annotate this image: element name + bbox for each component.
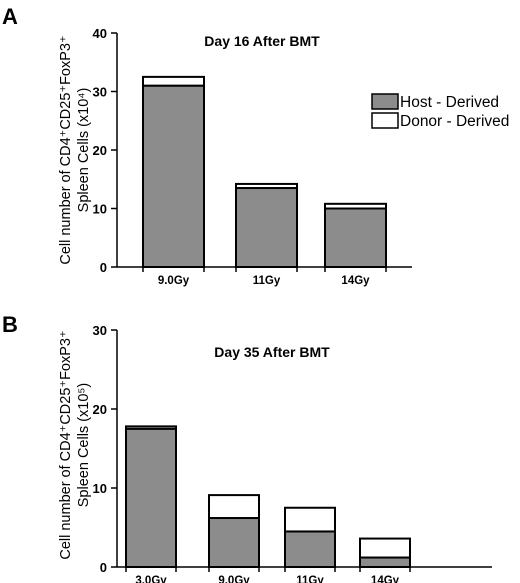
panel-b-plot: 0 10 20 30 3.0Gy 9.0Gy 11Gy 14Gy	[93, 323, 492, 583]
legend-host-label: Host - Derived	[400, 94, 499, 111]
panel-a-letter: A	[2, 4, 18, 29]
panel-a-bar-host	[235, 187, 298, 268]
panel-b-bar-host	[359, 556, 411, 569]
panel-b-y-tick-label: 10	[93, 481, 107, 496]
panel-b-bar-host	[284, 530, 336, 569]
panel-b-bar-host	[125, 427, 177, 568]
legend-donor-label: Donor - Derived	[400, 113, 509, 130]
panel-a-title: Day 16 After BMT	[204, 33, 320, 49]
panel-a-y-tick-label: 0	[100, 260, 107, 275]
panel-a-bar-donor	[324, 202, 387, 210]
panel-a-ylabel-line1: Cell number of CD4⁺CD25⁺FoxP3⁺	[58, 35, 74, 264]
panel-a-y-tick-label: 10	[93, 202, 107, 217]
panel-b-title: Day 35 After BMT	[214, 344, 330, 360]
panel-a-category-label: 11Gy	[253, 275, 281, 287]
panel-a-bar-donor	[235, 182, 298, 190]
panel-a-bar-host	[324, 207, 387, 268]
panel-a-y-tick-label: 30	[93, 85, 107, 100]
panel-b-bar-donor	[359, 537, 411, 559]
panel-b-ylabel-line1: Cell number of CD4⁺CD25⁺FoxP3⁺	[58, 330, 74, 559]
panel-b-bar-donor	[208, 494, 260, 520]
panel-b-y-tick-label: 30	[93, 323, 107, 338]
panel-a-plot: 0 10 20 30 40 9.0Gy 11Gy 14Gy	[93, 26, 412, 287]
legend-donor-swatch	[371, 112, 399, 129]
panel-a-bar-host	[142, 84, 205, 269]
panel-a-y-tick-label: 40	[93, 26, 107, 41]
panel-b-category-label: 11Gy	[296, 575, 324, 583]
panel-b-y-tick-label: 0	[100, 560, 107, 575]
panel-b-y-tick-label: 20	[93, 402, 107, 417]
panel-b-bar-host	[208, 517, 260, 569]
panel-a-category-label: 14Gy	[341, 275, 370, 287]
panel-b-bar-donor	[284, 506, 336, 533]
legend-host-swatch	[371, 93, 399, 110]
panel-a-category-label: 9.0Gy	[158, 275, 190, 287]
panel-b-bar-donor	[125, 425, 177, 430]
panel-b-category-label: 9.0Gy	[218, 575, 250, 583]
panel-a-bar-donor	[142, 75, 205, 87]
panel-b-category-label: 14Gy	[371, 575, 400, 583]
panel-a-ylabel: Cell number of CD4⁺CD25⁺FoxP3⁺ Spleen Ce…	[58, 35, 92, 264]
panel-a-ylabel-line2: Spleen Cells (x10⁴)	[76, 88, 92, 213]
panel-b-ylabel: Cell number of CD4⁺CD25⁺FoxP3⁺ Spleen Ce…	[58, 330, 92, 559]
panel-a-y-tick-label: 20	[93, 143, 107, 158]
panel-b-letter: B	[2, 312, 18, 337]
legend: Host - Derived Donor - Derived	[371, 93, 509, 130]
panel-b-ylabel-line2: Spleen Cells (x10⁵)	[76, 383, 92, 507]
panel-b-category-label: 3.0Gy	[135, 575, 167, 583]
